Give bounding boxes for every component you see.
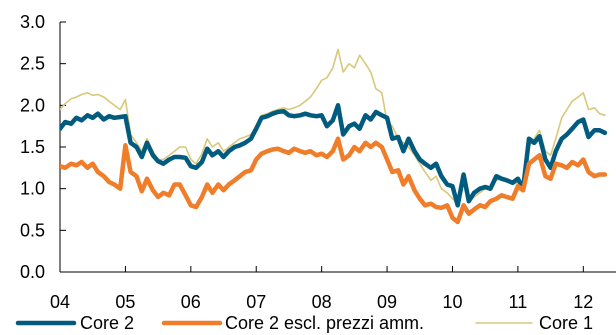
x-tick-label: 09 [377, 292, 397, 312]
series-line-core-2-escl-prezzi-amm [60, 136, 608, 225]
legend-label-core-2: Core 2 [80, 313, 134, 333]
x-tick-label: 08 [312, 292, 332, 312]
x-axis: 04 05 06 07 08 09 10 11 12 [50, 266, 593, 312]
x-tick-label: 04 [50, 292, 70, 312]
x-tick-label: 07 [246, 292, 266, 312]
x-tick-label: 06 [181, 292, 201, 312]
legend-label-core-1: Core 1 [539, 313, 593, 333]
series-layer [60, 48, 608, 225]
y-tick-label: 0.5 [20, 220, 45, 240]
x-tick-label: 12 [573, 292, 593, 312]
y-tick-label: 2.5 [20, 54, 45, 74]
y-axis: 0.0 0.5 1.0 1.5 2.0 2.5 3.0 [20, 12, 66, 282]
y-tick-label: 1.5 [20, 137, 45, 157]
x-tick-label: 05 [115, 292, 135, 312]
x-tick-label: 10 [442, 292, 462, 312]
y-tick-label: 0.0 [20, 262, 45, 282]
series-line-core-2 [60, 103, 608, 208]
x-tick-label: 11 [509, 292, 528, 312]
legend-label-core-2-escl-prezzi-amm: Core 2 escl. prezzi amm. [225, 313, 424, 333]
y-tick-label: 3.0 [20, 12, 45, 32]
legend: Core 2 Core 2 escl. prezzi amm. Core 1 [15, 313, 593, 333]
y-tick-label: 1.0 [20, 179, 45, 199]
y-tick-label: 2.0 [20, 95, 45, 115]
